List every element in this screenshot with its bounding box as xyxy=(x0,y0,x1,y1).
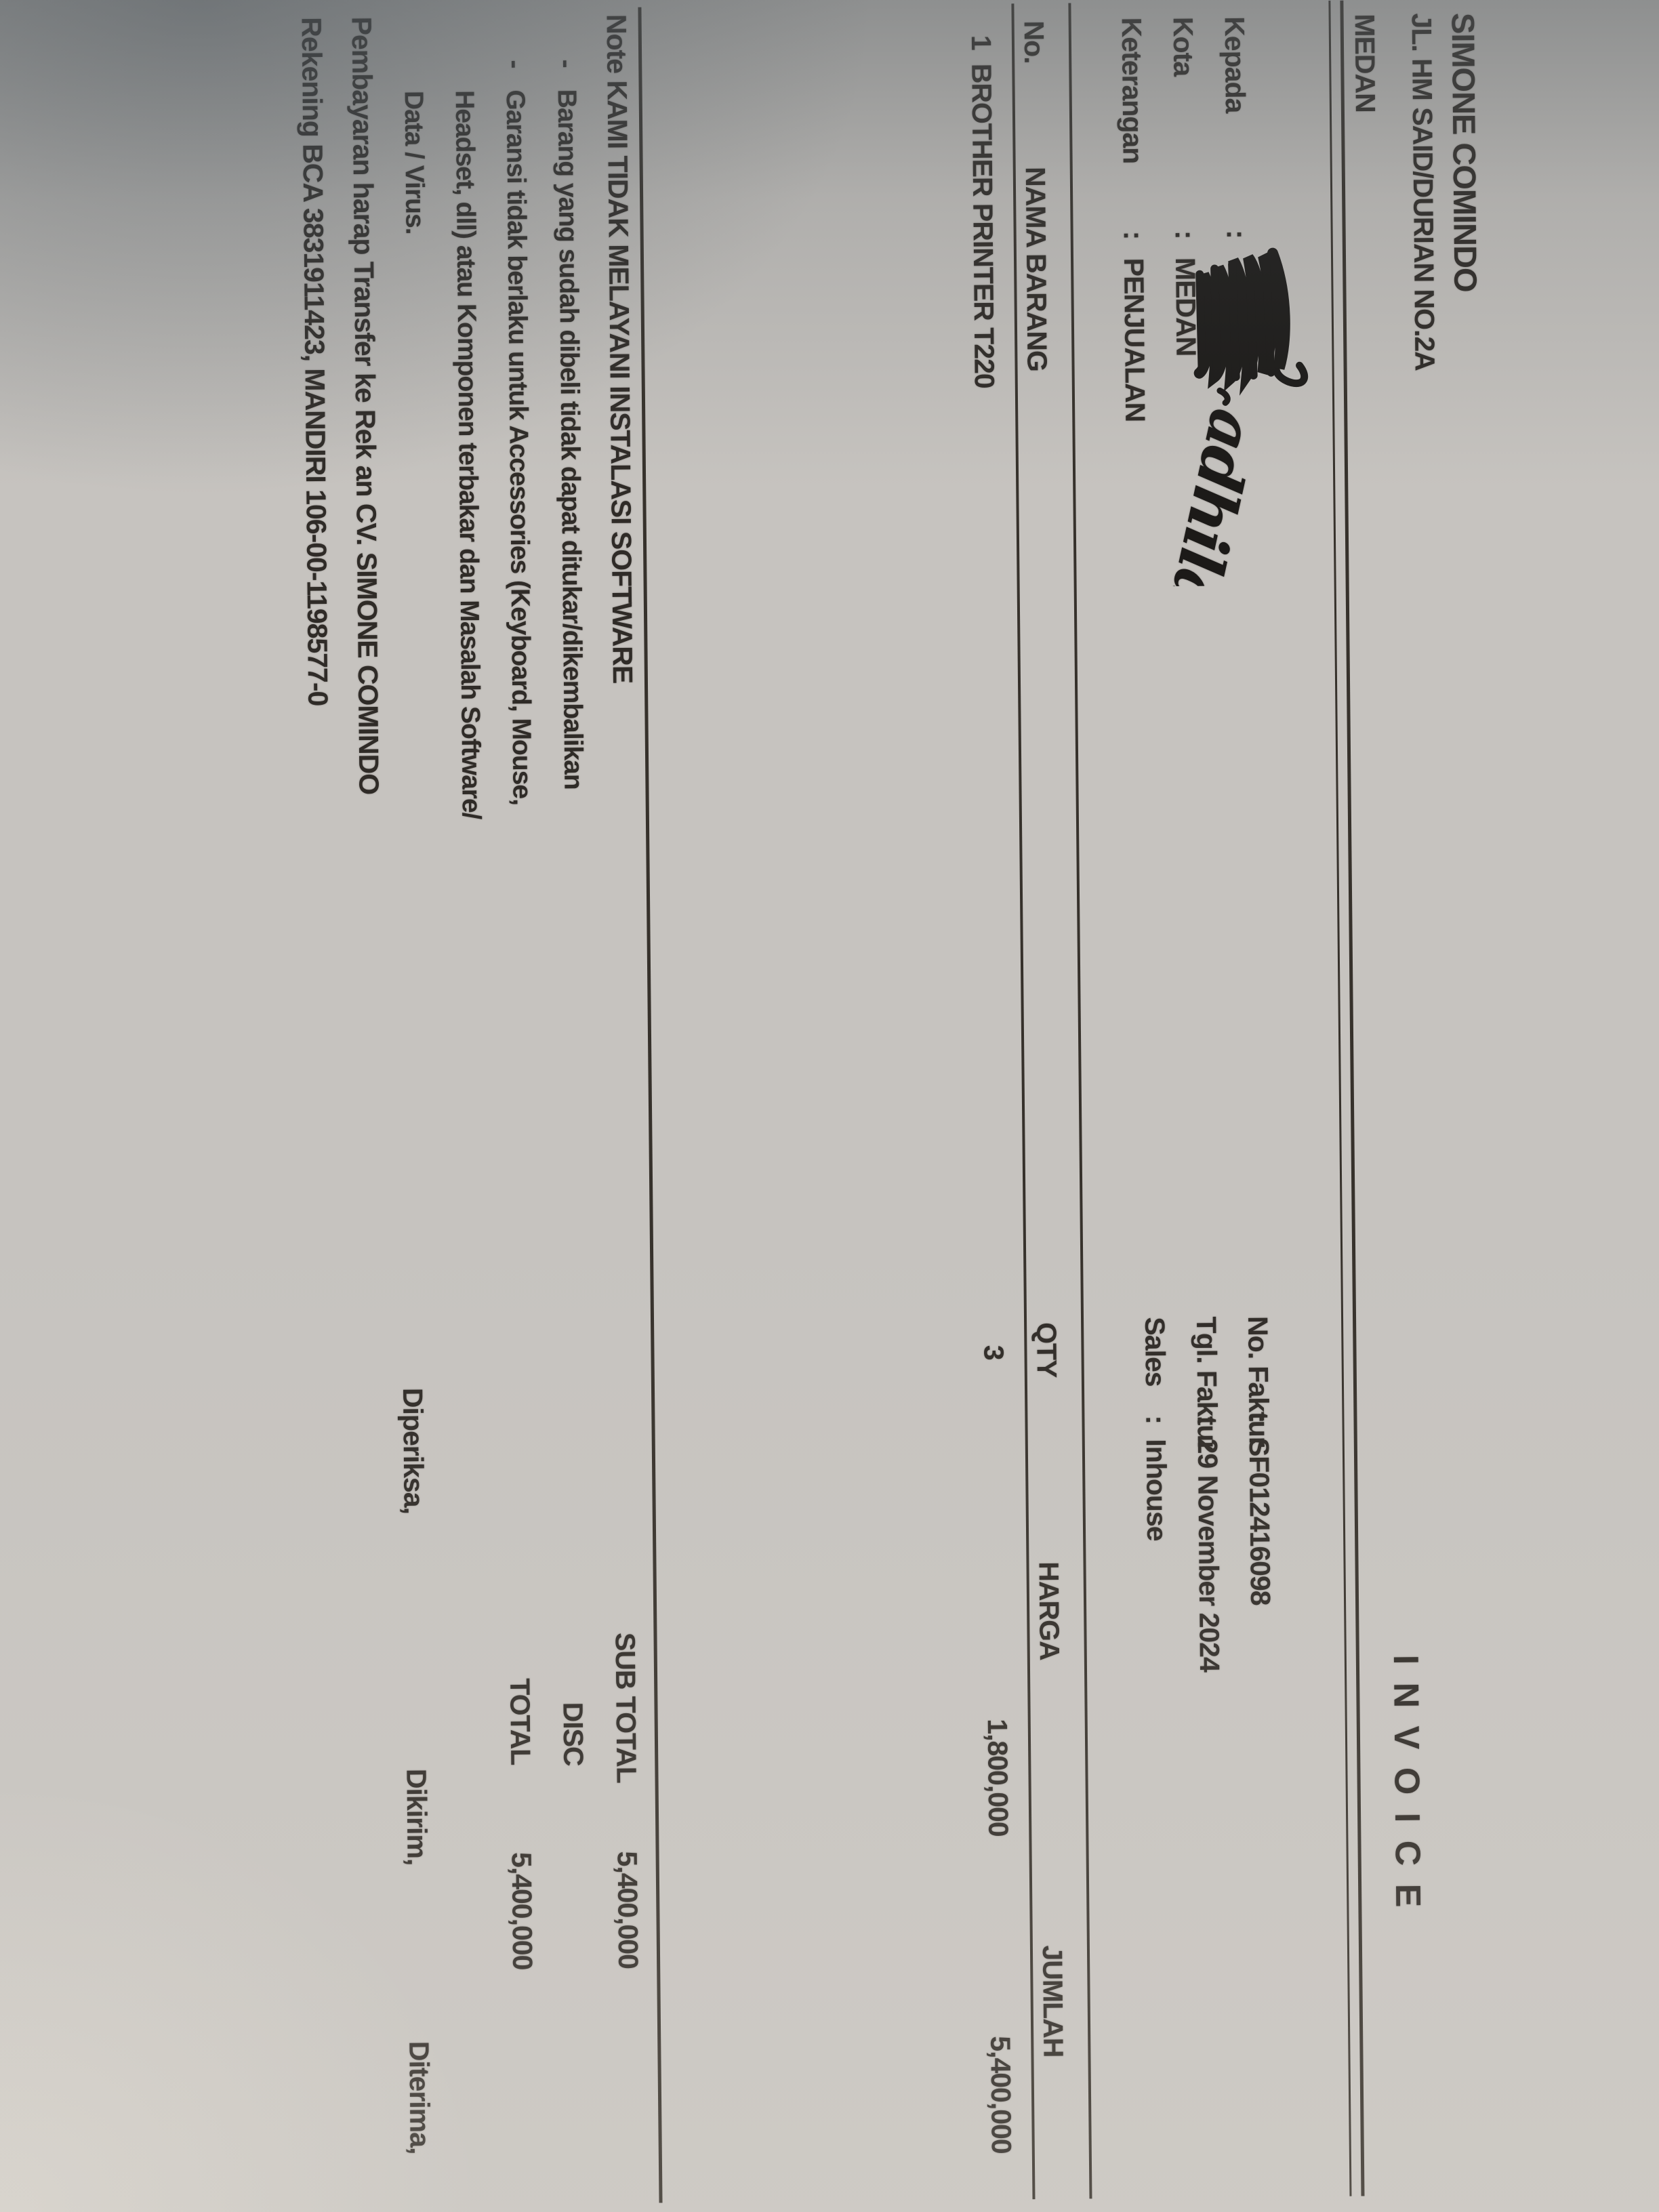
no-faktur-label: No. Faktur xyxy=(1242,1315,1275,1447)
company-address: JL. HM SAID/DURIAN NO.2A xyxy=(1406,13,1441,371)
payment-accounts: Rekening BCA 3831911423, MANDIRI 106-00-… xyxy=(295,17,334,706)
note-line: Barang yang sudah dibeli tidak dapat dit… xyxy=(552,89,588,790)
tgl-faktur-label: Tgl. Faktur xyxy=(1191,1316,1223,1452)
colon: : xyxy=(1140,1415,1172,1425)
col-header-qty: QTY xyxy=(1031,1322,1063,1378)
sales-value: Inhouse xyxy=(1140,1439,1173,1541)
colon: : xyxy=(1118,230,1149,240)
page-title: I N V O I C E xyxy=(1385,1654,1428,1912)
company-city: MEDAN xyxy=(1349,14,1381,112)
handwritten-recipient: adhila xyxy=(1151,232,1317,586)
signature-dikirim: Dikirim, xyxy=(401,1768,433,1866)
payment-instruction: Pembayaran harap Transfer ke Rek an CV. … xyxy=(346,16,385,795)
row-jumlah: 5,400,000 xyxy=(985,2036,1017,2154)
sales-label: Sales xyxy=(1139,1317,1171,1387)
keterangan-value: PENJUALAN xyxy=(1118,258,1151,422)
row-harga: 1,800,000 xyxy=(981,1719,1015,1837)
note-title: Note KAMI TIDAK MELAYANI INSTALASI SOFTW… xyxy=(600,14,638,684)
bullet-dash: - xyxy=(552,59,581,68)
col-header-jumlah: JUMLAH xyxy=(1036,1945,1069,2057)
keterangan-label: Keterangan xyxy=(1115,17,1149,164)
table-top-rule xyxy=(1068,3,1092,2199)
company-name: SIMONE COMINDO xyxy=(1445,12,1484,292)
colon: : xyxy=(1191,1414,1223,1424)
disc-label: DISC xyxy=(557,1702,590,1766)
tgl-faktur-value: 29 November 2024 xyxy=(1191,1438,1226,1672)
kepada-label: Kepada xyxy=(1218,16,1251,113)
row-qty: 3 xyxy=(978,1345,1010,1360)
subtotal-value: 5,400,000 xyxy=(611,1851,644,1969)
bullet-dash: - xyxy=(500,60,530,68)
col-header-nama-barang: NAMA BARANG xyxy=(1019,166,1053,372)
no-faktur-value: SF012416098 xyxy=(1243,1437,1277,1605)
kota-label: Kota xyxy=(1167,16,1200,77)
note-line: Data / Virus. xyxy=(398,90,430,234)
col-header-no: No. xyxy=(1018,20,1050,64)
header-double-rule xyxy=(1328,0,1365,2196)
signature-diterima: Diterima, xyxy=(403,2041,436,2154)
note-line: Garansi tidak berlaku untuk Accessories … xyxy=(500,89,537,806)
note-line: Headset, dll) atau Komponen terbakar dan… xyxy=(449,89,486,819)
total-value: 5,400,000 xyxy=(506,1851,539,1970)
colon: : xyxy=(1243,1414,1275,1423)
handwritten-name: adhila xyxy=(1155,403,1270,587)
col-header-harga: HARGA xyxy=(1033,1561,1065,1660)
row-nama: BROTHER PRINTER T220 xyxy=(966,63,1000,388)
handwriting-scribble: adhila xyxy=(1155,247,1309,587)
signature-diperiksa: Diperiksa, xyxy=(396,1387,430,1515)
